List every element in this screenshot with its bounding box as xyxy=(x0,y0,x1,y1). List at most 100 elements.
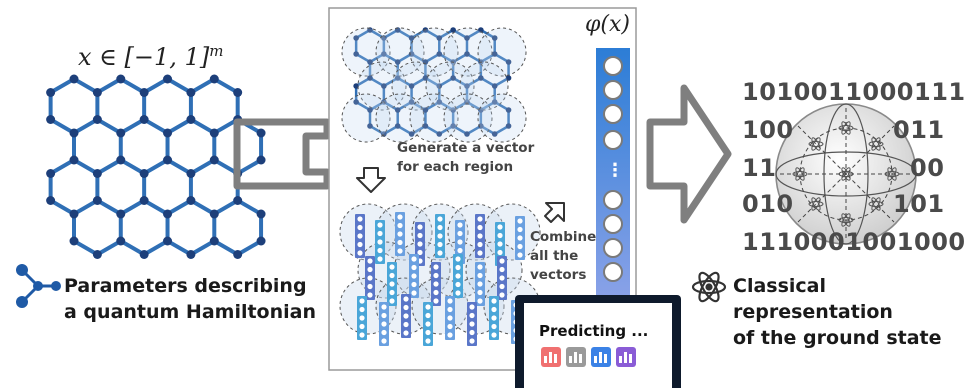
region-vector-node xyxy=(457,239,463,245)
region-vector-node xyxy=(367,283,373,290)
phi-node xyxy=(603,130,623,150)
lattice-node xyxy=(233,88,243,97)
laptop-screen xyxy=(524,303,672,388)
region-vector-node xyxy=(357,241,363,248)
region-lattice-node xyxy=(422,123,429,129)
region-lattice-node xyxy=(464,83,470,89)
region-vector-node xyxy=(389,298,395,304)
region-circle xyxy=(443,93,493,143)
prediction-icon-bar xyxy=(599,352,602,363)
phi-node xyxy=(603,238,623,258)
region-circles xyxy=(341,27,527,143)
region-lattice-node xyxy=(367,75,373,81)
region-lattice-node xyxy=(436,51,443,57)
region-vector-node xyxy=(359,332,365,338)
region-vector-node xyxy=(469,338,475,344)
region-vector-node xyxy=(397,239,403,246)
step-combine-line2: all the xyxy=(530,248,579,264)
bits-row-1: 1010011000111 xyxy=(742,78,966,106)
prediction-icon-bar xyxy=(579,354,582,363)
region-vector-node xyxy=(433,281,439,287)
lattice-node xyxy=(256,209,266,219)
region-vector-node xyxy=(397,231,403,237)
region-vector-node xyxy=(381,304,387,310)
region-circle xyxy=(341,93,391,143)
region-lattice-node xyxy=(436,35,443,41)
region-vector-node xyxy=(491,332,497,338)
region-lattice-node xyxy=(436,99,443,105)
prediction-icon-bar xyxy=(629,354,632,363)
region-vector-node xyxy=(425,329,431,336)
up-right-arrow-icon xyxy=(544,202,565,223)
lattice-node xyxy=(256,155,266,165)
region-vector-node xyxy=(517,252,523,258)
region-lattice-node xyxy=(491,51,498,57)
lattice-node xyxy=(209,209,219,219)
quantum-state-sphere xyxy=(775,103,917,245)
input-caption: Parameters describing a quantum Hamilton… xyxy=(64,273,316,325)
sphere-grid-circle xyxy=(799,127,893,221)
sphere-atom-icon xyxy=(808,137,824,151)
step-combine-line1: Combine xyxy=(530,229,597,245)
region-lattice-node xyxy=(505,107,512,113)
region-vector-node xyxy=(417,241,423,247)
input-caption-line1: Parameters describing xyxy=(64,275,307,297)
lattice-node xyxy=(116,209,126,219)
region-vector-node xyxy=(425,312,431,319)
phi-vector-nodes xyxy=(603,56,623,282)
sphere-atom-icon xyxy=(808,197,824,211)
region-vector-node xyxy=(367,275,373,281)
region-lattice-node xyxy=(408,83,415,89)
output-caption-line1: Classical representation xyxy=(733,275,893,323)
region-vector-node xyxy=(457,222,463,228)
region-lattice-node xyxy=(353,99,359,105)
region-vector-node xyxy=(437,224,443,231)
region-vector-node xyxy=(403,330,409,336)
phi-node xyxy=(603,214,623,234)
region-lattice-node xyxy=(450,123,456,129)
bits-row-5: 1110001001000 xyxy=(742,228,966,256)
lattice-node xyxy=(92,250,102,259)
region-lattice-node xyxy=(394,123,401,129)
region-lattice-node xyxy=(491,99,498,105)
lattice-node xyxy=(186,250,196,259)
region-lattice-node xyxy=(505,123,512,129)
sphere-atom-icon xyxy=(884,167,900,181)
region-vector-node xyxy=(433,272,439,279)
region-vector-node xyxy=(433,289,439,296)
prediction-icon-bar xyxy=(569,356,572,363)
region-vector-node xyxy=(469,321,475,327)
region-vector-node xyxy=(497,224,503,230)
region-lattice-node xyxy=(367,59,373,65)
region-vector-node xyxy=(477,241,483,248)
region-vector-node xyxy=(455,290,461,296)
prediction-icons xyxy=(541,347,636,367)
region-lattice-node xyxy=(478,75,484,81)
bits-row-4-right: 101 xyxy=(893,190,945,218)
region-vector-node xyxy=(389,272,395,279)
region-vector-node xyxy=(477,250,483,256)
region-lattice-node xyxy=(491,131,498,137)
region-vector-node xyxy=(377,230,383,237)
prediction-icon-bar xyxy=(624,352,627,363)
region-vector-node xyxy=(437,216,443,222)
lattice-node xyxy=(69,155,79,165)
lattice-node xyxy=(186,88,196,97)
lattice-node xyxy=(209,236,219,246)
region-lattice-node xyxy=(450,107,456,113)
lattice-node xyxy=(186,169,196,178)
region-circle xyxy=(341,27,391,77)
region-vector-node xyxy=(455,264,461,271)
lattice-node xyxy=(139,196,149,205)
region-vector-node xyxy=(411,264,417,271)
lattice-edge xyxy=(96,239,122,257)
region-vector-node xyxy=(433,264,439,270)
region-vector-node xyxy=(357,216,363,222)
region-vector-node xyxy=(367,266,373,273)
sphere-atom-icon xyxy=(868,137,884,151)
region-vector-node xyxy=(389,264,395,270)
hamiltonian-lattice xyxy=(46,74,266,259)
phi-node xyxy=(603,104,623,124)
region-vector-node xyxy=(397,214,403,220)
